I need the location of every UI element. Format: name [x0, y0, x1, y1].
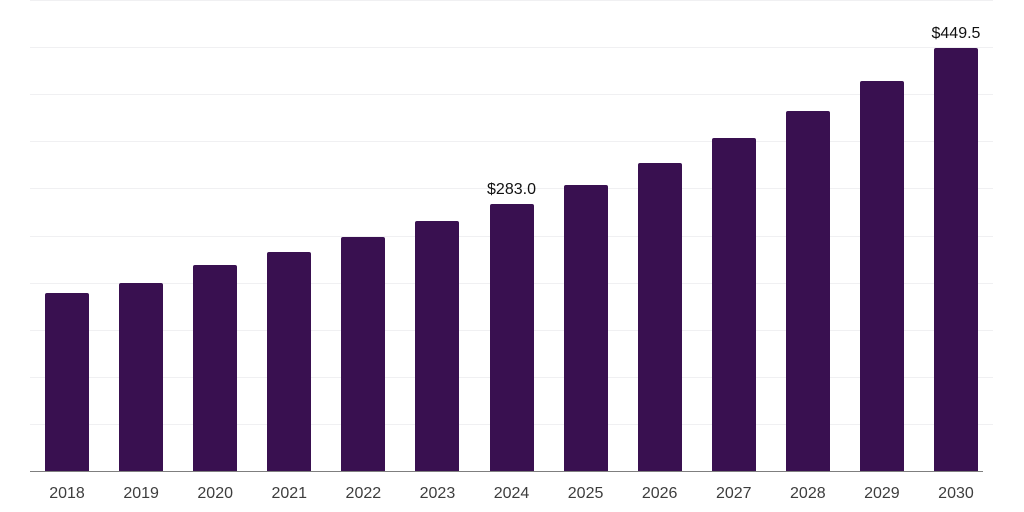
bar-column-2023	[400, 0, 474, 471]
x-tick-2025: 2025	[567, 485, 604, 502]
bar-2028	[785, 111, 830, 471]
x-tick-2029: 2029	[864, 485, 900, 502]
bar-2021	[267, 251, 312, 471]
x-axis-line	[30, 471, 983, 472]
bar-column-2028	[771, 0, 845, 471]
x-tick-2020: 2020	[197, 485, 233, 502]
bar-2022	[341, 237, 386, 471]
bar-2030	[933, 47, 978, 471]
bar-column-2019	[104, 0, 178, 471]
x-tick-2030: 2030	[938, 485, 974, 502]
data-label-2030: $449.5	[931, 24, 981, 42]
gridline-450	[30, 47, 993, 49]
bar-2026	[637, 162, 682, 471]
bar-2024	[489, 204, 534, 471]
gridline-300	[30, 188, 993, 190]
bar-2020	[193, 264, 238, 471]
gridline-350	[30, 141, 993, 143]
bar-column-2026	[623, 0, 697, 471]
bar-2019	[119, 282, 164, 471]
data-label-2024: $283.0	[487, 181, 536, 199]
x-tick-2022: 2022	[345, 485, 382, 502]
bar-2025	[563, 184, 608, 471]
x-tick-2018: 2018	[49, 485, 85, 502]
bar-2029	[859, 81, 904, 471]
plot-area: $283.0 $449.5	[30, 0, 993, 471]
x-tick-2021: 2021	[271, 485, 308, 502]
bar-column-2027	[697, 0, 771, 471]
bar-column-2029	[845, 0, 919, 471]
x-tick-2024: 2024	[493, 485, 530, 502]
gridline-400	[30, 94, 993, 96]
gridline-500	[30, 0, 993, 1]
x-tick-2023: 2023	[419, 485, 456, 502]
bar-column-2024: $283.0	[474, 0, 548, 471]
bar-column-2018	[30, 0, 104, 471]
x-tick-2027: 2027	[715, 485, 752, 502]
bar-2027	[711, 138, 756, 471]
bar-column-2021	[252, 0, 326, 471]
bar-column-2022	[326, 0, 400, 471]
bar-column-2020	[178, 0, 252, 471]
x-tick-2026: 2026	[641, 485, 678, 502]
x-axis-tick-labels: 2018 2019 2020 2021 2022 2023 2024 2025 2026 2027…	[30, 485, 993, 503]
bar-column-2025	[549, 0, 623, 471]
bar-column-2030: $449.5	[919, 0, 993, 471]
x-tick-2019: 2019	[123, 485, 159, 502]
bar-2023	[415, 221, 460, 471]
bar-2018	[45, 292, 90, 471]
x-tick-2028: 2028	[790, 485, 826, 502]
